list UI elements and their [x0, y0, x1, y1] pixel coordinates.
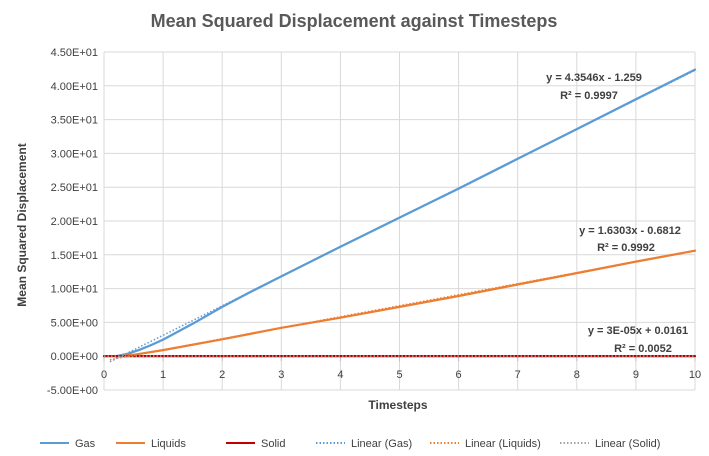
liquids-trend-equation: y = 1.6303x - 0.6812: [579, 225, 681, 237]
x-tick-label: 1: [160, 369, 166, 381]
x-tick-label: 4: [337, 369, 343, 381]
x-tick-label: 2: [219, 369, 225, 381]
trendline-linear-gas: [109, 69, 696, 363]
chart-title: Mean Squared Displacement against Timest…: [151, 11, 558, 31]
y-tick-label: 0.00E+00: [51, 351, 98, 363]
y-axis-title: Mean Squared Displacement: [15, 143, 29, 306]
y-tick-label: 2.00E+01: [51, 216, 98, 228]
legend-label: Linear (Liquids): [465, 438, 541, 450]
x-tick-label: 5: [396, 369, 402, 381]
x-tick-label: 3: [278, 369, 284, 381]
legend-label: Gas: [75, 438, 96, 450]
x-tick-labels: 0 1 2 3 4 5 6 7 8 9 10: [101, 369, 701, 381]
x-tick-label: 0: [101, 369, 107, 381]
gas-trend-r2: R² = 0.9997: [560, 90, 618, 102]
y-tick-label: -5.00E+00: [47, 385, 98, 397]
gas-trend-equation: y = 4.3546x - 1.259: [546, 72, 642, 84]
legend: Gas Liquids Solid Linear (Gas) Linear (Liqui…: [40, 438, 660, 450]
solid-trend-r2: R² = 0.0052: [614, 343, 672, 355]
legend-label: Linear (Gas): [351, 438, 412, 450]
x-tick-label: 9: [633, 369, 639, 381]
x-tick-label: 7: [515, 369, 521, 381]
legend-label: Linear (Solid): [595, 438, 660, 450]
y-tick-label: 3.00E+01: [51, 148, 98, 160]
liquids-trend-r2: R² = 0.9992: [597, 242, 655, 254]
series-line-gas: [114, 68, 697, 358]
solid-trend-equation: y = 3E-05x + 0.0161: [588, 325, 688, 337]
legend-label: Liquids: [151, 438, 186, 450]
trendline-linear-liquids: [109, 249, 696, 361]
y-tick-label: 5.00E+00: [51, 317, 98, 329]
x-axis-title: Timesteps: [368, 398, 427, 412]
gridlines: [104, 51, 696, 391]
series-line-liquids: [114, 249, 697, 358]
x-tick-label: 10: [689, 369, 701, 381]
x-tick-label: 8: [574, 369, 580, 381]
legend-label: Solid: [261, 438, 285, 450]
x-tick-label: 6: [456, 369, 462, 381]
y-tick-label: 4.50E+01: [51, 47, 98, 59]
y-tick-labels: -5.00E+00 0.00E+00 5.00E+00 1.00E+01 1.50E+0…: [47, 47, 98, 397]
y-tick-label: 3.50E+01: [51, 115, 98, 127]
y-tick-label: 1.00E+01: [51, 284, 98, 296]
y-tick-label: 2.50E+01: [51, 182, 98, 194]
y-tick-label: 1.50E+01: [51, 250, 98, 262]
y-tick-label: 4.00E+01: [51, 81, 98, 93]
trendlines: [103, 69, 696, 363]
